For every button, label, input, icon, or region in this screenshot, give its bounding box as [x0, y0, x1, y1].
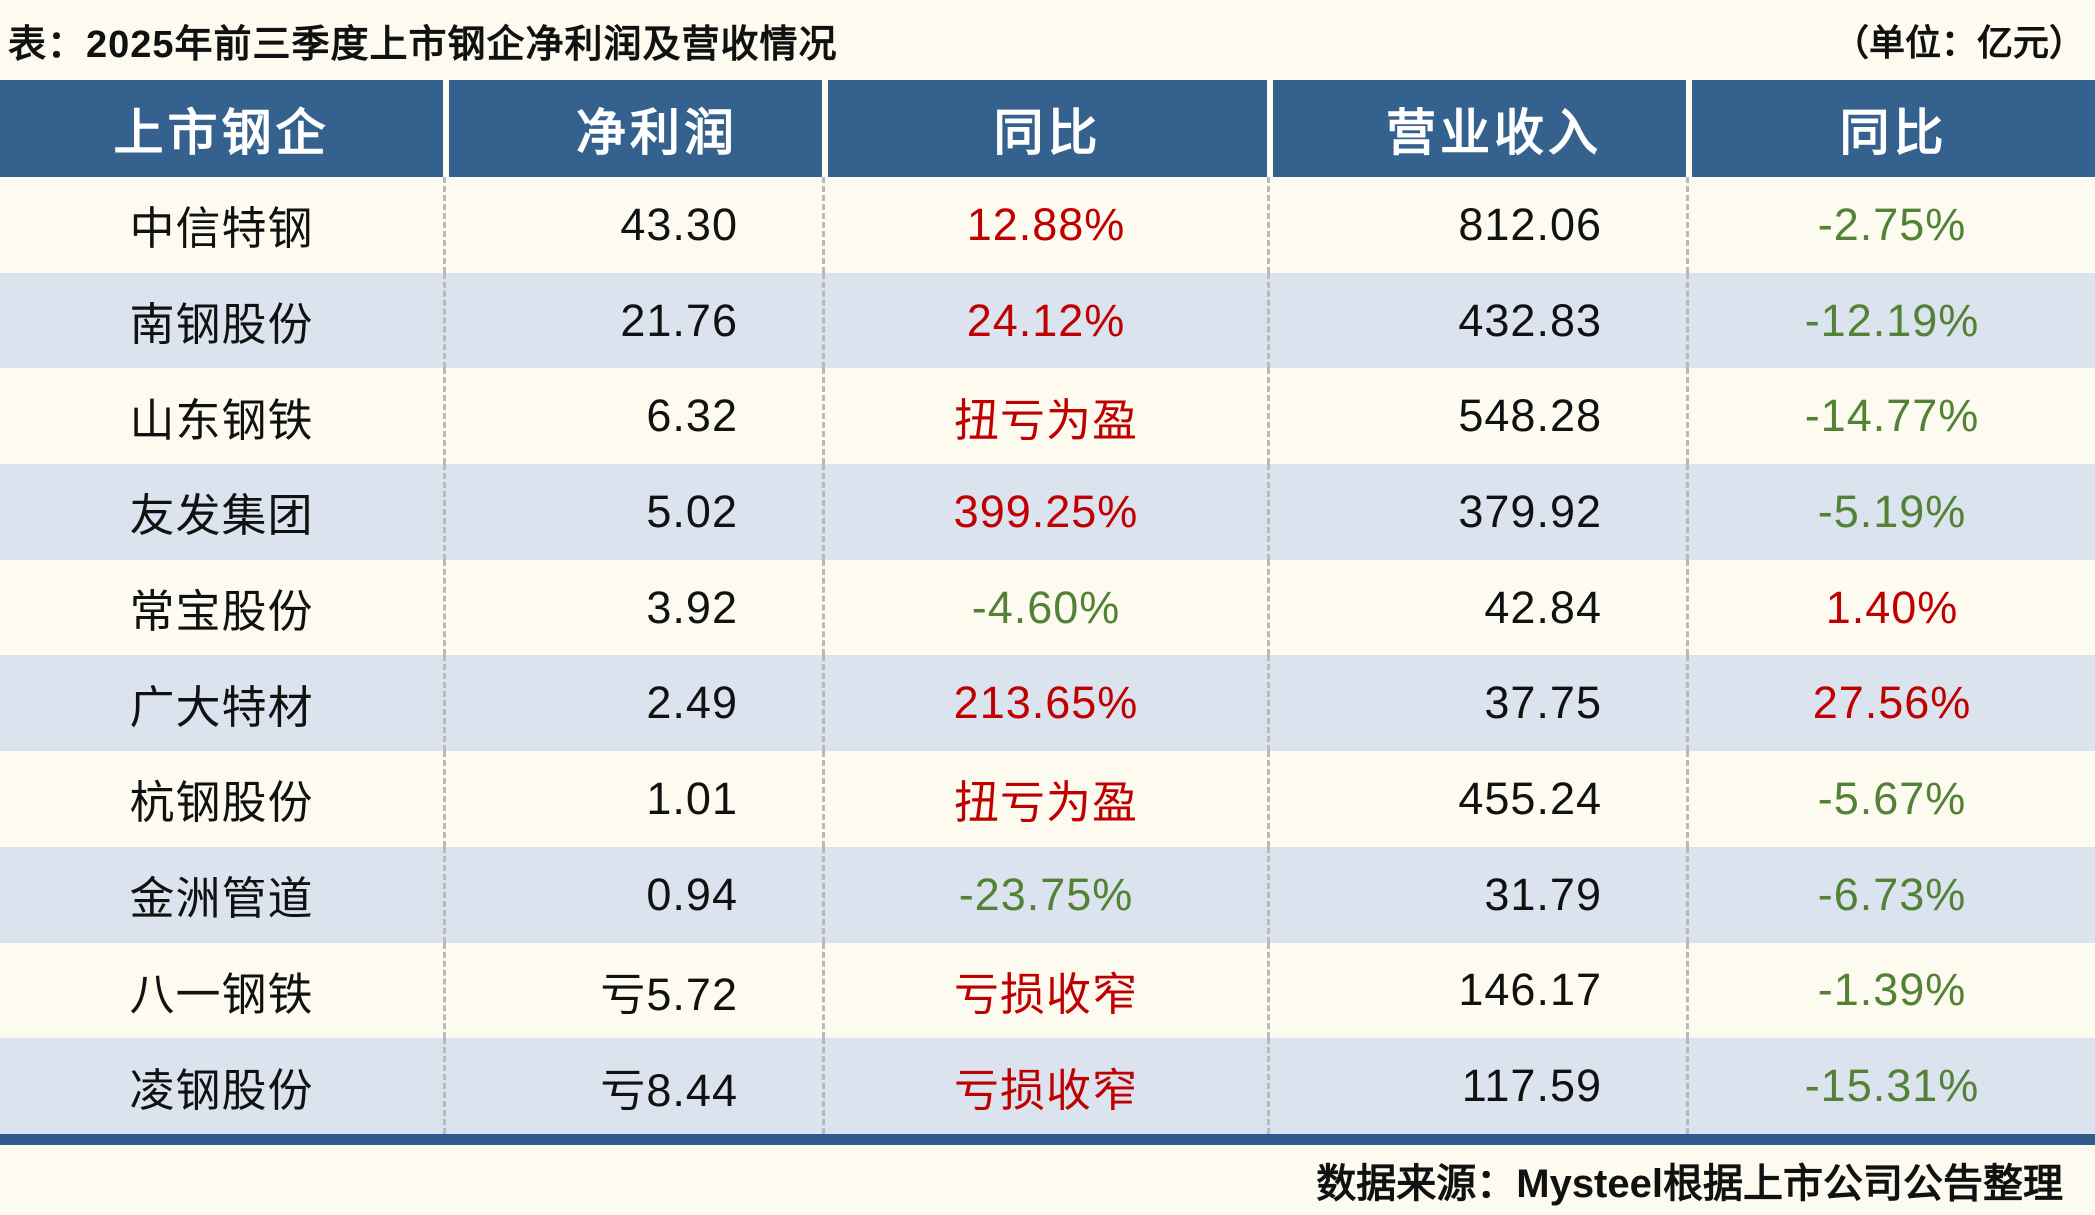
company-cell: 南钢股份: [129, 299, 314, 351]
table-row: 八一钢铁 亏5.72 亏损收窄 146.17 -1.39%: [0, 942, 2095, 1039]
revenue-yoy-cell: 1.40%: [1686, 559, 2095, 656]
profit-yoy-cell: 213.65%: [822, 655, 1267, 752]
revenue-yoy-cell: -12.19%: [1686, 272, 2095, 369]
revenue-cell: 548.28: [1267, 368, 1686, 465]
net-profit-cell: 1.01: [443, 751, 822, 847]
data-source-note: 数据来源：Mysteel根据上市公司公告整理: [1316, 1161, 2063, 1206]
revenue-yoy-cell: -5.19%: [1686, 464, 2095, 560]
company-cell: 山东钢铁: [129, 394, 314, 446]
table-row: 山东钢铁 6.32 扭亏为盈 548.28 -14.77%: [0, 368, 2095, 465]
caption-bar: 表：2025年前三季度上市钢企净利润及营收情况 （单位：亿元）: [0, 0, 2095, 80]
revenue-cell: 812.06: [1267, 177, 1686, 273]
revenue-yoy-cell: -5.67%: [1686, 751, 2095, 847]
revenue-yoy-cell: 27.56%: [1686, 655, 2095, 752]
profit-yoy-cell: -4.60%: [822, 559, 1267, 656]
net-profit-cell: 2.49: [443, 655, 822, 752]
header-revenue: 营业收入: [1267, 80, 1686, 177]
revenue-yoy-cell: -2.75%: [1686, 177, 2095, 273]
revenue-yoy-cell: -1.39%: [1686, 942, 2095, 1039]
profit-yoy-cell: 扭亏为盈: [822, 368, 1267, 465]
revenue-cell: 379.92: [1267, 464, 1686, 560]
company-cell: 八一钢铁: [129, 968, 314, 1020]
table-row: 常宝股份 3.92 -4.60% 42.84 1.40%: [0, 559, 2095, 656]
table-row: 凌钢股份 亏8.44 亏损收窄 117.59 -15.31%: [0, 1038, 2095, 1134]
profit-yoy-cell: 12.88%: [822, 177, 1267, 273]
table-row: 广大特材 2.49 213.65% 37.75 27.56%: [0, 655, 2095, 752]
steel-companies-table: 上市钢企 净利润 同比 营业收入 同比 中信特钢 43.30 12.88% 81…: [0, 80, 2095, 1145]
table-row: 友发集团 5.02 399.25% 379.92 -5.19%: [0, 464, 2095, 560]
company-cell: 常宝股份: [129, 586, 314, 638]
source-bar: 数据来源：Mysteel根据上市公司公告整理: [0, 1145, 2095, 1215]
net-profit-cell: 0.94: [443, 846, 822, 943]
revenue-yoy-cell: -14.77%: [1686, 368, 2095, 465]
table-row: 南钢股份 21.76 24.12% 432.83 -12.19%: [0, 272, 2095, 369]
revenue-cell: 117.59: [1267, 1038, 1686, 1134]
header-company: 上市钢企: [113, 102, 330, 162]
profit-yoy-cell: 亏损收窄: [822, 942, 1267, 1039]
net-profit-cell: 5.02: [443, 464, 822, 560]
header-net-profit: 净利润: [443, 80, 822, 177]
net-profit-cell: 43.30: [443, 177, 822, 273]
header-revenue-yoy: 同比: [1686, 80, 2095, 177]
company-cell: 金洲管道: [129, 873, 314, 925]
revenue-cell: 42.84: [1267, 559, 1686, 656]
profit-yoy-cell: 亏损收窄: [822, 1038, 1267, 1134]
unit-note: （单位：亿元）: [1832, 22, 2085, 63]
company-cell: 杭钢股份: [129, 777, 314, 829]
company-cell: 凌钢股份: [129, 1064, 314, 1116]
table-body: 中信特钢 43.30 12.88% 812.06 -2.75% 南钢股份 21.…: [0, 177, 2095, 1134]
profit-yoy-cell: 扭亏为盈: [822, 751, 1267, 847]
table-title: 表：2025年前三季度上市钢企净利润及营收情况: [8, 23, 838, 66]
profit-yoy-cell: 24.12%: [822, 272, 1267, 369]
header-profit-yoy: 同比: [822, 80, 1267, 177]
table-bottom-rule: [0, 1133, 2095, 1145]
company-cell: 广大特材: [129, 681, 314, 733]
net-profit-cell: 21.76: [443, 272, 822, 369]
profit-yoy-cell: 399.25%: [822, 464, 1267, 560]
net-profit-cell: 亏5.72: [443, 942, 822, 1039]
net-profit-cell: 6.32: [443, 368, 822, 465]
profit-yoy-cell: -23.75%: [822, 846, 1267, 943]
net-profit-cell: 3.92: [443, 559, 822, 656]
company-cell: 友发集团: [129, 490, 314, 542]
revenue-cell: 432.83: [1267, 272, 1686, 369]
revenue-yoy-cell: -6.73%: [1686, 846, 2095, 943]
table-row: 金洲管道 0.94 -23.75% 31.79 -6.73%: [0, 846, 2095, 943]
revenue-cell: 146.17: [1267, 942, 1686, 1039]
company-cell: 中信特钢: [129, 203, 314, 255]
table-header-row: 上市钢企 净利润 同比 营业收入 同比: [0, 80, 2095, 177]
table-row: 杭钢股份 1.01 扭亏为盈 455.24 -5.67%: [0, 751, 2095, 847]
revenue-cell: 31.79: [1267, 846, 1686, 943]
revenue-cell: 37.75: [1267, 655, 1686, 752]
revenue-cell: 455.24: [1267, 751, 1686, 847]
table-row: 中信特钢 43.30 12.88% 812.06 -2.75%: [0, 177, 2095, 273]
revenue-yoy-cell: -15.31%: [1686, 1038, 2095, 1134]
net-profit-cell: 亏8.44: [443, 1038, 822, 1134]
